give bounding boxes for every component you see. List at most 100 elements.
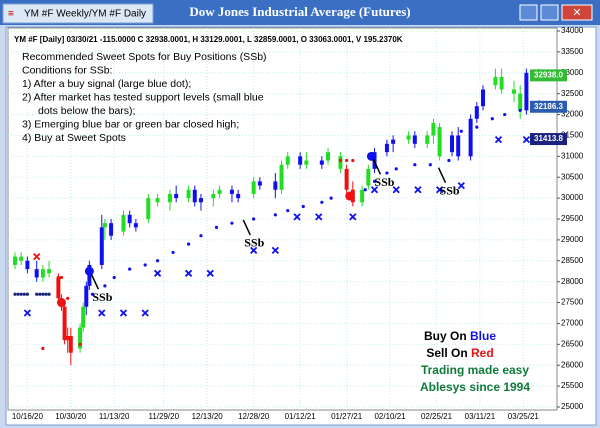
dot (301, 204, 305, 209)
close-button[interactable] (561, 4, 593, 21)
candle-body (279, 164, 284, 190)
cross-marker (119, 309, 128, 317)
x-tick-label: 11/29/20 (148, 412, 179, 421)
cross-marker (414, 186, 422, 194)
candle-body (384, 143, 389, 153)
y-tick-label: 34000 (561, 26, 584, 35)
dot (143, 263, 147, 267)
candle-body (155, 198, 160, 203)
cross-marker (98, 309, 106, 317)
y-tick-label: 31000 (561, 151, 584, 160)
dot (385, 171, 389, 175)
cross-marker (293, 213, 301, 221)
y-tick-label: 30000 (561, 193, 584, 202)
dot (171, 250, 175, 255)
cross-marker (206, 269, 214, 277)
dot (252, 217, 256, 221)
candle-body (167, 193, 172, 203)
x-tick-label: 10/16/20 (12, 412, 44, 421)
candle-body (474, 106, 479, 119)
candle-body (25, 260, 30, 270)
candle-body (34, 269, 39, 278)
annotation-arrow (437, 167, 447, 184)
minimize-button[interactable] (519, 4, 538, 21)
note-line: 1) After a buy signal (large blue dot); (22, 78, 191, 90)
y-tick-label: 26000 (561, 360, 584, 369)
cross-marker (33, 252, 41, 261)
y-tick-label: 25500 (561, 381, 584, 390)
candle-body (192, 189, 197, 203)
dot (447, 158, 451, 163)
candle-body (62, 306, 67, 341)
candle-body (326, 152, 331, 161)
candle-body (450, 135, 455, 153)
y-tick-label: 26500 (561, 339, 584, 348)
dot (22, 292, 26, 296)
dot (84, 266, 94, 276)
dot (518, 108, 522, 112)
candle-body (481, 89, 486, 107)
tab-icon: ≡ (8, 9, 14, 20)
candle-body (78, 327, 83, 349)
x-tick-label: 01/27/21 (331, 412, 363, 421)
candle-body (236, 193, 241, 199)
x-tick-label: 10/30/20 (55, 412, 87, 421)
x-tick-label: 02/10/21 (374, 412, 406, 421)
dot (372, 179, 377, 183)
dot (286, 209, 290, 213)
maximize-button[interactable] (540, 4, 559, 21)
dot (338, 158, 343, 163)
cross-marker (23, 309, 32, 317)
cross-marker (141, 309, 149, 317)
candle-body (338, 156, 343, 169)
dot (363, 188, 367, 192)
dot (16, 292, 20, 296)
dot (230, 221, 234, 225)
dot (366, 151, 376, 161)
annotation-arrow (372, 159, 382, 175)
slogan-buy-color: Blue (470, 329, 496, 343)
dot (66, 296, 70, 300)
candle-body (298, 156, 303, 165)
candle-body (217, 189, 222, 194)
annotation-label: SSb (244, 236, 264, 250)
tab-label[interactable]: YM #F Weekly/YM #F Daily (24, 9, 146, 20)
y-tick-label: 32500 (561, 89, 584, 98)
candle-body (273, 181, 278, 190)
y-tick-label: 31500 (561, 131, 584, 140)
candle-body (512, 89, 517, 94)
cross-marker (250, 246, 258, 254)
cross-marker (271, 246, 279, 254)
candle-body (133, 223, 138, 228)
dot (503, 112, 507, 117)
slogan-sell-color: Red (471, 346, 494, 360)
dot (214, 225, 219, 229)
dot (38, 292, 42, 296)
candle-body (360, 189, 365, 203)
candle-body (40, 269, 45, 278)
y-tick-label: 29000 (561, 235, 584, 244)
y-tick-label: 32000 (561, 110, 584, 119)
cross-marker (494, 135, 503, 144)
dot (186, 242, 191, 246)
candle-body (68, 335, 73, 353)
candle-body (431, 122, 436, 136)
price-tag-label: 32938.0 (534, 70, 563, 79)
slogan-sell: Sell On Red (426, 346, 493, 360)
dot (112, 275, 116, 280)
annotation-label: SSb (374, 175, 394, 189)
tab[interactable] (2, 3, 154, 24)
plot-area (7, 27, 558, 411)
candle-body (198, 198, 203, 203)
annotation-arrow (90, 273, 100, 290)
note-line: Recommended Sweet Spots for Buy Position… (22, 51, 267, 63)
dot (320, 200, 324, 204)
candle-body (406, 135, 411, 140)
dot (329, 196, 333, 200)
candle-body (56, 277, 61, 299)
cross-marker (392, 186, 400, 194)
note-line: 4) Buy at Sweet Spots (22, 132, 126, 144)
slogan-buy: Buy On Blue (424, 329, 496, 343)
annotation-label: SSb (92, 290, 112, 304)
